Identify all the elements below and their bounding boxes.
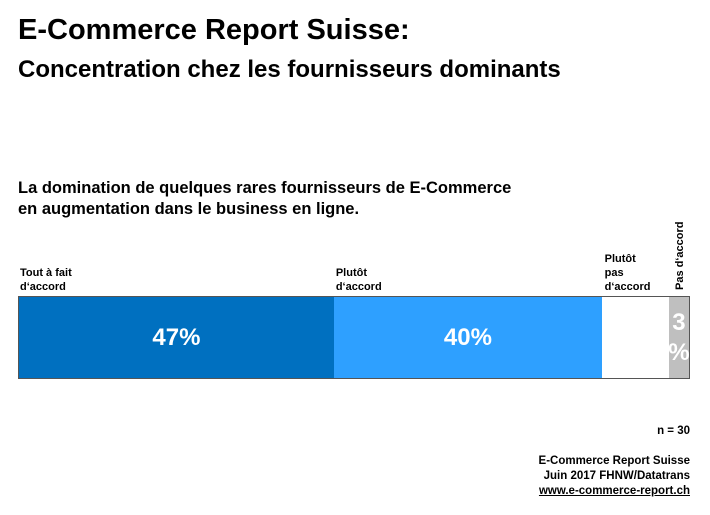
page-subtitle: Concentration chez les fournisseurs domi…: [18, 56, 561, 83]
legend-label: Tout à fait d‘accord: [20, 266, 72, 294]
data-label: 40%: [443, 323, 492, 351]
legend-label-line: Plutôt: [604, 253, 636, 265]
footer-date: Juin 2017 FHNW/Datatrans: [543, 470, 690, 482]
data-label-line: 3: [672, 308, 686, 336]
bar-segment: 47%: [19, 297, 334, 378]
footer-link[interactable]: www.e-commerce-report.ch: [538, 485, 690, 497]
legend-label-line: d‘accord: [20, 281, 66, 293]
legend-label: Plutôt pas d‘accord: [605, 252, 651, 294]
bar-segment: [601, 297, 669, 378]
chart-title-line: La domination de quelques rares fourniss…: [18, 179, 512, 197]
stacked-bar: 47% 40% 3%: [18, 296, 690, 379]
legend-label: Plutôt d‘accord: [336, 266, 382, 294]
chart-title-line: en augmentation dans le business en lign…: [18, 200, 360, 218]
page-title: E-Commerce Report Suisse:: [18, 14, 410, 46]
data-label-line: %: [668, 338, 689, 366]
legend-label-line: d‘accord: [604, 281, 651, 293]
legend-label-line: pas: [604, 267, 624, 279]
bar-segment: 40%: [333, 297, 602, 378]
bar-segment: 3%: [668, 297, 689, 378]
legend-label-line: d‘accord: [335, 281, 382, 293]
legend-label-line: Plutôt: [335, 267, 367, 279]
legend-label: Pas d‘accord: [673, 221, 686, 290]
chart-title: La domination de quelques rares fourniss…: [18, 178, 511, 220]
footer-source: E-Commerce Report Suisse: [538, 455, 690, 467]
data-label: 47%: [152, 323, 201, 351]
sample-size: n = 30: [657, 425, 690, 437]
legend-label-line: Tout à fait: [20, 267, 72, 279]
data-label: 3%: [669, 308, 689, 368]
